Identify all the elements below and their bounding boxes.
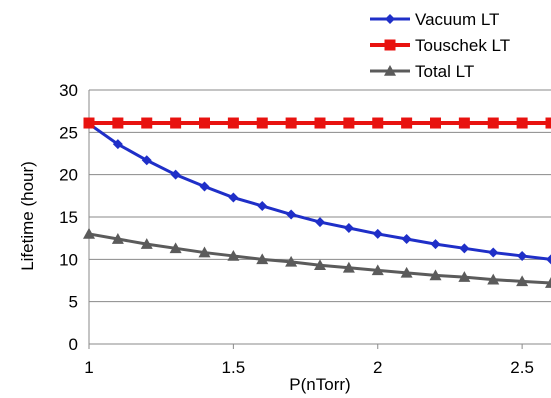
total-lt-point: [342, 261, 355, 273]
vacuum-lt-point: [430, 239, 441, 250]
legend: Vacuum LT Touschek LT Total LT: [370, 10, 510, 81]
total-lt-point: [314, 259, 326, 271]
vacuum-lt-point: [112, 139, 123, 150]
legend-marker-touschek-lt: [384, 39, 396, 51]
vacuum-lt-point: [228, 192, 239, 203]
series-group: [83, 117, 551, 288]
touschek-lt-point: [256, 117, 268, 129]
total-lt-point: [198, 246, 211, 258]
total-lt-point: [545, 277, 551, 288]
y-tick-label: 5: [69, 293, 78, 312]
total-lt-point: [83, 227, 95, 239]
touschek-lt-point: [170, 117, 182, 129]
legend-marker-vacuum-lt: [385, 14, 395, 24]
touschek-lt-point: [112, 117, 124, 129]
touschek-lt-point: [430, 117, 441, 129]
vacuum-lt-point: [488, 247, 499, 258]
x-tick-label: 1.5: [222, 358, 246, 377]
vacuum-lt-line: [88, 122, 551, 261]
tick-labels: 0 5 10 15 20 25 30 1 1.5 2 2.5: [59, 81, 534, 377]
total-lt-point: [285, 255, 298, 267]
vacuum-lt-point: [546, 254, 551, 265]
x-tick-label: 2.5: [510, 358, 534, 377]
total-lt-point: [458, 271, 471, 282]
total-lt-point: [256, 253, 269, 265]
touschek-lt-point: [199, 117, 210, 129]
touschek-lt-point: [343, 117, 355, 129]
total-lt-point: [111, 233, 124, 244]
y-tick-label: 0: [69, 335, 78, 354]
total-lt-point: [487, 273, 500, 285]
vacuum-lt-point: [459, 243, 470, 254]
y-tick-label: 15: [59, 208, 78, 227]
touschek-lt-point: [401, 117, 413, 129]
touschek-lt-point: [285, 117, 297, 129]
y-tick-label: 10: [59, 250, 78, 269]
touschek-lt-point: [141, 117, 153, 129]
gridlines: [89, 89, 551, 303]
vacuum-lt-point: [199, 181, 210, 192]
total-lt-point: [140, 238, 153, 249]
x-axis-title: P(nTorr): [289, 375, 350, 394]
legend-marker-total-lt: [384, 65, 396, 76]
touschek-lt-point: [545, 117, 551, 129]
x-tick-label: 2: [373, 358, 382, 377]
vacuum-lt-point: [343, 223, 354, 234]
vacuum-lt-point: [372, 228, 383, 239]
y-axis-title: Lifetime (hour): [18, 161, 37, 271]
y-tick-label: 30: [59, 81, 78, 100]
touschek-lt-point: [227, 117, 239, 129]
touschek-lt-point: [372, 117, 384, 129]
total-lt-point: [400, 266, 413, 278]
touschek-lt-point: [487, 117, 499, 129]
vacuum-lt-point: [517, 250, 528, 261]
y-tick-label: 20: [59, 166, 78, 185]
legend-label-total-lt: Total LT: [415, 62, 474, 81]
x-tick-label: 1: [84, 358, 93, 377]
total-lt-point: [371, 264, 384, 276]
vacuum-lt-point: [315, 217, 325, 228]
axes: [88, 90, 551, 349]
vacuum-lt-point: [286, 209, 297, 220]
legend-label-vacuum-lt: Vacuum LT: [415, 10, 499, 29]
total-lt-point: [429, 269, 442, 281]
touschek-lt-point: [83, 117, 95, 129]
legend-label-touschek-lt: Touschek LT: [415, 36, 510, 55]
y-tick-label: 25: [59, 123, 78, 142]
total-lt-point: [227, 249, 240, 261]
vacuum-lt-point: [257, 200, 268, 211]
total-lt-line: [88, 232, 551, 285]
touschek-lt-point: [516, 117, 528, 129]
vacuum-lt-point: [170, 169, 181, 180]
total-lt-point: [169, 242, 182, 254]
vacuum-lt-point: [141, 155, 152, 166]
vacuum-lt-point: [401, 234, 412, 245]
touschek-lt-point: [314, 117, 326, 129]
total-lt-point: [516, 275, 529, 287]
touschek-lt-point: [458, 117, 470, 129]
